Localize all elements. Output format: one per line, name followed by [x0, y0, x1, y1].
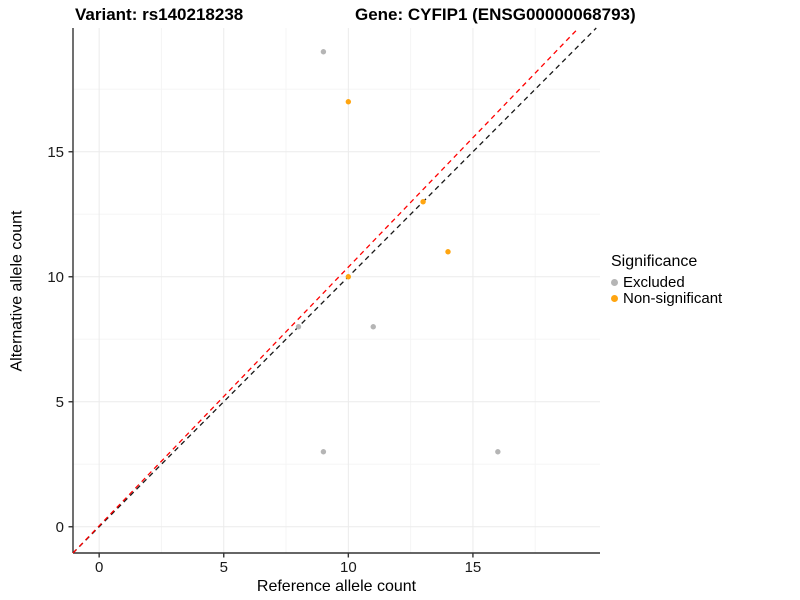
data-point-excluded [495, 449, 501, 455]
regression-line [72, 27, 580, 554]
data-point-non-significant [345, 274, 352, 280]
legend-item-non-significant: Non-significant [611, 289, 723, 307]
y-axis-title: Alternative allele count [8, 210, 26, 372]
x-tick-label: 15 [465, 559, 482, 576]
data-point-non-significant [420, 199, 426, 205]
y-tick-label: 5 [56, 394, 64, 411]
data-point-excluded [320, 49, 327, 55]
data-point-non-significant [345, 99, 352, 105]
y-tick-label: 10 [47, 269, 64, 286]
x-tick-label: 5 [220, 559, 228, 576]
legend: Significance Excluded Non-significant [611, 253, 723, 307]
legend-label-non-significant: Non-significant [623, 289, 723, 307]
x-axis-title: Reference allele count [256, 578, 417, 595]
legend-title: Significance [611, 253, 698, 270]
data-point-non-significant [445, 249, 451, 255]
data-point-excluded [370, 324, 376, 330]
plot-title-variant: Variant: rs140218238 [75, 5, 244, 24]
x-tick-label: 0 [95, 559, 103, 576]
y-tick-label: 0 [56, 519, 64, 536]
y-tick-label: 15 [47, 144, 64, 161]
plot-title-gene: Gene: CYFIP1 (ENSG00000068793) [355, 5, 636, 24]
identity-line [72, 27, 597, 554]
data-point-excluded [320, 449, 327, 455]
x-tick-label: 10 [340, 559, 357, 576]
data-point-excluded [295, 324, 302, 330]
legend-label-excluded: Excluded [623, 273, 685, 291]
legend-item-excluded: Excluded [611, 273, 722, 291]
non-significant-dot-icon [611, 294, 618, 302]
excluded-dot-icon [611, 278, 618, 286]
